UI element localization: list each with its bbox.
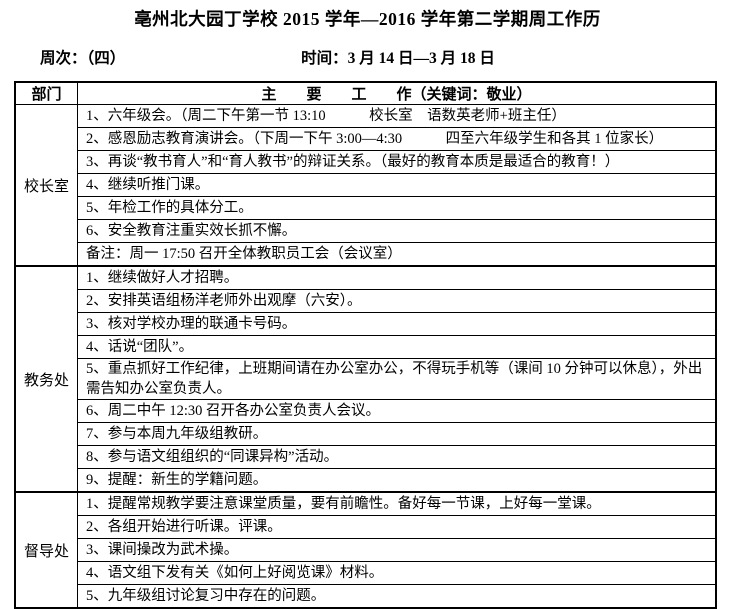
table-row: 8、参与语文组组织的“同课异构”活动。 — [15, 445, 717, 469]
table-row: 7、参与本周九年级组教研。 — [15, 422, 717, 446]
week-number-label: 周次：（四） — [40, 50, 126, 67]
work-item-cell: 2、安排英语组杨洋老师外出观摩（六安）。 — [77, 289, 717, 313]
work-item-cell: 7、参与本周九年级组教研。 — [77, 422, 717, 446]
work-item-cell: 6、安全教育注重实效长抓不懈。 — [77, 219, 717, 243]
work-item-cell: 4、语文组下发有关《如何上好阅览课》材料。 — [77, 561, 717, 585]
table-row: 3、再谈“教书育人”和“育人教书”的辩证关系。（最好的教育本质是最适合的教育！） — [15, 150, 717, 174]
department-cell: 校长室 — [14, 104, 78, 267]
table-row: 2、各组开始进行听课。评课。 — [15, 515, 717, 539]
work-item-cell: 备注：周一 17:50 召开全体教职员工会（会议室） — [77, 242, 717, 267]
table-row: 备注：周一 17:50 召开全体教职员工会（会议室） — [15, 242, 717, 267]
page-title: 亳州北大园丁学校 2015 学年—2016 学年第二学期周工作历 — [134, 9, 601, 29]
table-row: 6、周二中午 12:30 召开各办公室负责人会议。 — [15, 399, 717, 423]
work-item-cell: 1、六年级会。（周二下午第一节 13:10 校长室 语数英老师+班主任） — [77, 104, 717, 128]
table-row: 2、安排英语组杨洋老师外出观摩（六安）。 — [15, 289, 717, 313]
work-item-cell: 6、周二中午 12:30 召开各办公室负责人会议。 — [77, 399, 717, 423]
work-item-cell: 8、参与语文组组织的“同课异构”活动。 — [77, 445, 717, 469]
work-item-cell: 2、各组开始进行听课。评课。 — [77, 515, 717, 539]
table-row: 4、继续听推门课。 — [15, 173, 717, 197]
table-row: 3、课间操改为武术操。 — [15, 538, 717, 562]
work-item-cell: 1、提醒常规教学要注意课堂质量，要有前瞻性。备好每一节课，上好每一堂课。 — [77, 491, 717, 516]
table-row: 5、重点抓好工作纪律，上班期间请在办公室办公，不得玩手机等（课间 10 分钟可以… — [15, 358, 717, 400]
work-item-cell: 4、话说“团队”。 — [77, 335, 717, 359]
table-row: 5、年检工作的具体分工。 — [15, 196, 717, 220]
weekly-work-table: 部门 主 要 工 作（关键词：敬业） 校长室 1、六年级会。（周二下午第一节 13… — [14, 81, 717, 609]
work-item-cell: 2、感恩励志教育演讲会。（下周一下午 3:00—4:30 四至六年级学生和各其 … — [77, 127, 717, 151]
work-item-cell: 3、再谈“教书育人”和“育人教书”的辩证关系。（最好的教育本质是最适合的教育！） — [77, 150, 717, 174]
department-cell: 教务处 — [14, 265, 78, 493]
work-item-cell: 5、重点抓好工作纪律，上班期间请在办公室办公，不得玩手机等（课间 10 分钟可以… — [77, 358, 717, 400]
table-row: 校长室 1、六年级会。（周二下午第一节 13:10 校长室 语数英老师+班主任） — [14, 104, 717, 267]
table-body: 校长室 1、六年级会。（周二下午第一节 13:10 校长室 语数英老师+班主任） 2… — [14, 104, 717, 609]
table-row: 6、安全教育注重实效长抓不懈。 — [15, 219, 717, 243]
department-column-header: 部门 — [14, 81, 78, 105]
work-item-cell: 3、课间操改为武术操。 — [77, 538, 717, 562]
table-row: 3、核对学校办理的联通卡号码。 — [15, 312, 717, 336]
table-row: 4、语文组下发有关《如何上好阅览课》材料。 — [15, 561, 717, 585]
table-row: 教务处 1、继续做好人才招聘。 — [14, 265, 717, 493]
table-row: 9、提醒：新生的学籍问题。 — [15, 468, 717, 493]
table-row: 督导处 1、提醒常规教学要注意课堂质量，要有前瞻性。备好每一节课，上好每一堂课。 — [14, 491, 717, 609]
date-range-label: 时间：3 月 14 日—3 月 18 日 — [301, 50, 495, 67]
work-item-cell: 9、提醒：新生的学籍问题。 — [77, 468, 717, 493]
work-item-cell: 5、九年级组讨论复习中存在的问题。 — [77, 584, 717, 609]
work-item-cell: 1、继续做好人才招聘。 — [77, 265, 717, 290]
table-header-row: 部门 主 要 工 作（关键词：敬业） — [14, 81, 717, 105]
work-item-cell: 4、继续听推门课。 — [77, 173, 717, 197]
table-row: 4、话说“团队”。 — [15, 335, 717, 359]
work-item-cell: 5、年检工作的具体分工。 — [77, 196, 717, 220]
week-time-line: 周次：（四） 时间：3 月 14 日—3 月 18 日 — [0, 49, 735, 68]
department-cell: 督导处 — [14, 491, 78, 609]
main-work-column-header: 主 要 工 作（关键词：敬业） — [77, 81, 717, 105]
work-item-cell: 3、核对学校办理的联通卡号码。 — [77, 312, 717, 336]
table-row: 5、九年级组讨论复习中存在的问题。 — [15, 584, 717, 609]
table-row: 2、感恩励志教育演讲会。（下周一下午 3:00—4:30 四至六年级学生和各其 … — [15, 127, 717, 151]
